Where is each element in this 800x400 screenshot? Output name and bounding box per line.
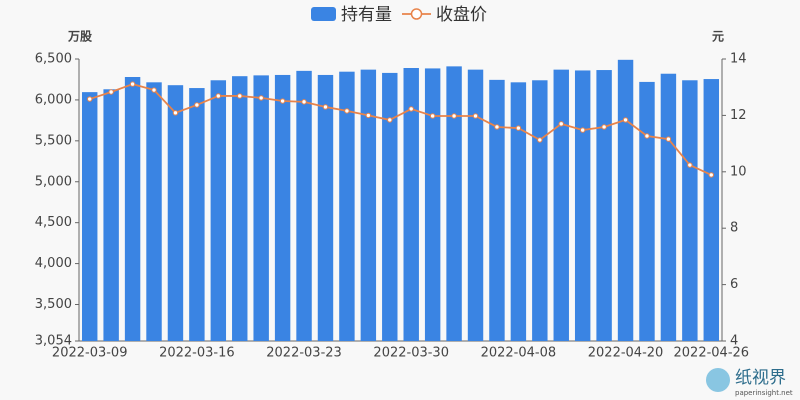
price-point [622,117,629,123]
price-point [687,162,693,168]
price-point [708,172,714,178]
price-point [151,87,157,93]
bar [167,85,184,341]
price-point [194,102,200,108]
bar [682,80,698,341]
price-point [279,98,286,104]
y2-tick-label: 14 [730,52,747,67]
y2-tick-label: 8 [730,221,738,236]
watermark-name: 纸视界 [735,368,786,388]
watermark-url: paperinsight.net [735,389,793,397]
price-point [301,99,307,105]
legend-swatch-dot [410,8,423,20]
bar [382,72,398,342]
x-tick-label: 2022-03-30 [373,346,449,361]
price-point [129,81,136,87]
y-axis-label: 万股 [67,29,93,44]
bar [489,79,505,341]
legend-label: 持有量 [341,5,392,25]
watermark: 纸视界 paperinsight.net [706,368,793,397]
bar [703,79,719,342]
price-point [558,121,564,127]
y2-tick-label: 10 [730,164,747,179]
legend-label: 收盘价 [436,5,487,25]
y-tick-label: 3,500 [35,297,72,312]
y-tick-label: 6,000 [35,92,72,107]
price-line [89,83,712,176]
legend-swatch [311,7,336,21]
price-point [322,104,329,110]
bar [446,66,462,342]
price-point [494,124,500,130]
price-point [451,113,457,119]
bar [296,70,312,341]
bar [124,77,141,341]
bar [317,74,334,341]
bar [189,88,205,341]
bar [82,92,98,341]
bar [510,82,527,341]
x-tick-label: 2022-03-16 [159,346,235,361]
price-point [237,93,243,99]
y-tick-label: 3,054 [35,334,72,349]
y2-tick-label: 4 [730,334,738,349]
bar [553,69,569,341]
bar [253,75,269,342]
price-point [408,106,414,112]
y2-axis-label: 元 [712,30,724,44]
bar [403,68,419,341]
price-point [665,136,672,142]
bar [103,89,119,341]
bar [467,69,484,341]
price-point [387,117,393,123]
x-tick-label: 2022-03-09 [52,346,128,361]
y-tick-label: 4,000 [35,256,72,271]
bar [617,59,634,342]
price-point [515,125,522,131]
bar [146,82,162,341]
y-tick-label: 4,500 [35,215,72,230]
price-point [344,108,350,114]
bar [274,74,291,341]
price-point [601,124,607,130]
y2-tick-label: 12 [730,108,747,123]
price-point [172,110,179,116]
price-point [579,127,586,133]
bar [210,80,227,341]
price-point [87,96,93,102]
x-tick-label: 2022-04-20 [588,346,664,361]
price-point [429,113,436,119]
bar [532,80,548,341]
y2-tick-label: 6 [730,277,738,292]
bar [574,70,591,342]
bar [596,70,612,341]
price-point [644,133,650,139]
x-tick-label: 2022-04-26 [674,346,750,361]
price-point [537,137,543,143]
bar [339,71,355,342]
price-point [108,89,114,95]
bar [360,69,377,341]
y-tick-label: 5,500 [35,133,72,148]
x-tick-label: 2022-03-23 [266,346,342,361]
price-point [215,93,222,99]
legend-item: 持有量 [311,5,392,25]
bar [660,73,677,341]
watermark-logo [706,368,730,392]
y-tick-label: 6,500 [35,52,72,67]
price-point [472,113,479,119]
price-point [365,112,372,119]
y-tick-label: 5,000 [35,174,72,189]
x-tick-label: 2022-04-08 [481,346,557,361]
bar [639,81,655,342]
bar [424,68,441,341]
price-point [258,95,264,101]
bar [232,76,248,341]
legend-item: 收盘价 [402,5,487,25]
